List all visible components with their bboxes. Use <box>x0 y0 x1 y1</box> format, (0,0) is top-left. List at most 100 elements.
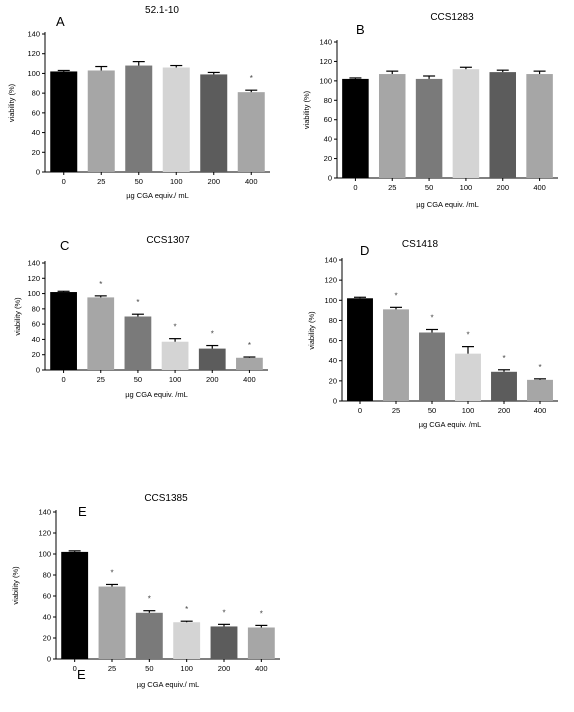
x-axis-label: µg CGA equiv. /mL <box>125 390 188 399</box>
significance-marker: * <box>174 323 177 332</box>
significance-marker: * <box>222 608 225 617</box>
x-tick-label: 100 <box>180 664 193 673</box>
y-tick-label: 120 <box>324 276 337 285</box>
chart-title: CCS1307 <box>146 235 190 246</box>
panel-letter: C <box>60 238 69 253</box>
chart-title: 52.1-10 <box>145 5 179 16</box>
bar <box>527 379 553 401</box>
x-tick-label: 50 <box>145 664 153 673</box>
y-tick-label: 0 <box>36 168 40 177</box>
bar <box>124 316 152 370</box>
x-tick-label: 400 <box>255 664 268 673</box>
x-tick-label: 100 <box>462 406 475 415</box>
x-tick-label: 400 <box>534 406 547 415</box>
x-tick-label: 100 <box>170 177 183 186</box>
y-axis-label: viability (%) <box>7 83 16 122</box>
x-tick-label: 100 <box>460 183 473 192</box>
significance-marker: * <box>260 609 263 618</box>
bar <box>247 627 275 659</box>
y-tick-label: 120 <box>27 274 40 283</box>
bar <box>50 292 77 370</box>
y-tick-label: 20 <box>32 350 40 359</box>
y-axis-label: viability (%) <box>13 297 22 336</box>
y-tick-label: 140 <box>319 38 332 47</box>
y-tick-label: 100 <box>27 289 40 298</box>
panel-letter-bottom: E <box>77 667 86 682</box>
x-tick-label: 0 <box>73 664 77 673</box>
x-tick-label: 400 <box>533 183 546 192</box>
y-tick-label: 60 <box>329 336 337 345</box>
x-tick-label: 200 <box>496 183 509 192</box>
x-axis-label: µg CGA equiv./ mL <box>126 191 189 200</box>
chart-panel-a: 52.1-10 A 0 20 40 60 80 100 120 140 viability (%) 0… <box>7 5 270 200</box>
y-tick-label: 80 <box>32 89 40 98</box>
panel-letter: D <box>360 243 369 258</box>
x-tick-label: 100 <box>169 375 182 384</box>
bar <box>491 371 517 401</box>
bar <box>135 612 163 659</box>
significance-marker: * <box>110 568 113 577</box>
x-tick-label: 50 <box>135 177 143 186</box>
significance-marker: * <box>250 74 253 83</box>
bar <box>237 92 265 172</box>
y-axis-label: viability (%) <box>302 90 311 129</box>
x-tick-label: 200 <box>498 406 511 415</box>
x-axis-label: µg CGA equiv./ mL <box>137 680 200 689</box>
significance-marker: * <box>136 298 139 307</box>
significance-marker: * <box>394 291 397 300</box>
y-tick-label: 100 <box>27 69 40 78</box>
significance-marker: * <box>248 341 251 350</box>
y-tick-label: 80 <box>32 304 40 313</box>
x-tick-label: 200 <box>206 375 219 384</box>
chart-panel-d: CS1418 D 0 20 40 60 80 100 120 140 viability (%) 0 *… <box>307 239 558 429</box>
y-tick-label: 20 <box>32 148 40 157</box>
y-tick-label: 140 <box>27 259 40 268</box>
bar <box>419 332 445 401</box>
y-tick-label: 60 <box>32 108 40 117</box>
significance-marker: * <box>148 595 151 604</box>
chart-title: CS1418 <box>402 239 439 250</box>
bar <box>489 72 517 178</box>
x-axis-label: µg CGA equiv. /mL <box>419 420 482 429</box>
x-axis-label: µg CGA equiv. /mL <box>416 200 479 209</box>
y-tick-label: 20 <box>324 154 332 163</box>
y-tick-label: 140 <box>38 508 51 517</box>
bar <box>198 348 226 370</box>
y-tick-label: 0 <box>328 174 332 183</box>
panel-letter: E <box>78 504 87 519</box>
y-tick-label: 60 <box>32 320 40 329</box>
y-tick-label: 140 <box>27 30 40 39</box>
x-tick-label: 0 <box>358 406 362 415</box>
y-tick-label: 60 <box>324 115 332 124</box>
bar <box>162 67 190 172</box>
x-tick-label: 50 <box>425 183 433 192</box>
x-tick-label: 50 <box>428 406 436 415</box>
x-tick-label: 50 <box>134 375 142 384</box>
x-tick-label: 200 <box>207 177 220 186</box>
x-tick-label: 25 <box>97 177 105 186</box>
bar <box>526 74 553 178</box>
significance-marker: * <box>185 605 188 614</box>
y-axis-label: viability (%) <box>307 311 316 350</box>
x-tick-label: 25 <box>97 375 105 384</box>
y-tick-label: 120 <box>319 57 332 66</box>
y-tick-label: 80 <box>43 571 51 580</box>
bar <box>455 353 481 401</box>
x-tick-label: 0 <box>62 177 66 186</box>
y-tick-label: 20 <box>329 376 337 385</box>
significance-marker: * <box>99 280 102 289</box>
bar <box>200 74 228 172</box>
bar <box>378 74 406 178</box>
bar <box>87 297 115 370</box>
panel-letter: A <box>56 14 65 29</box>
y-tick-label: 40 <box>329 356 337 365</box>
significance-marker: * <box>211 330 214 339</box>
bar <box>210 626 238 659</box>
x-tick-label: 400 <box>243 375 256 384</box>
chart-panel-b: CCS1283 B 0 20 40 60 80 100 120 140 viability (%) 0… <box>302 12 558 209</box>
bar <box>61 551 89 659</box>
x-tick-label: 25 <box>108 664 116 673</box>
bar <box>383 309 409 401</box>
x-tick-label: 400 <box>245 177 258 186</box>
